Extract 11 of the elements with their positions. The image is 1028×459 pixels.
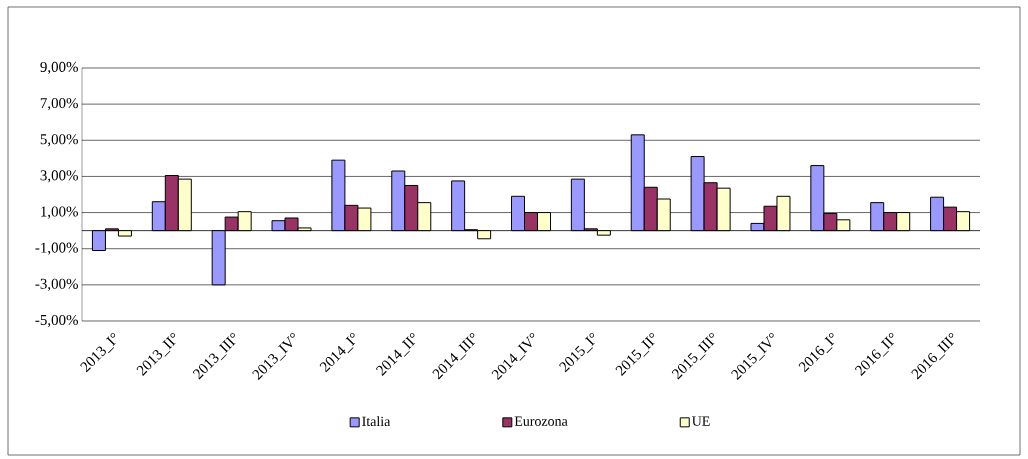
y-tick-label: 5,00%: [40, 134, 78, 147]
y-tick-label: 9,00%: [40, 61, 78, 75]
legend-label: UE: [692, 416, 710, 426]
y-tick-label: 7,00%: [40, 98, 78, 111]
legend-label: Eurozona: [514, 416, 568, 426]
legend-label: Italia: [362, 416, 391, 427]
y-tick-label: 1,00%: [41, 206, 78, 219]
y-tick-label: -3,00%: [35, 278, 78, 291]
y-tick-label: -5,00%: [35, 314, 78, 328]
y-tick-label: -1,00%: [35, 242, 78, 255]
y-tick-label: 3,00%: [40, 170, 78, 183]
